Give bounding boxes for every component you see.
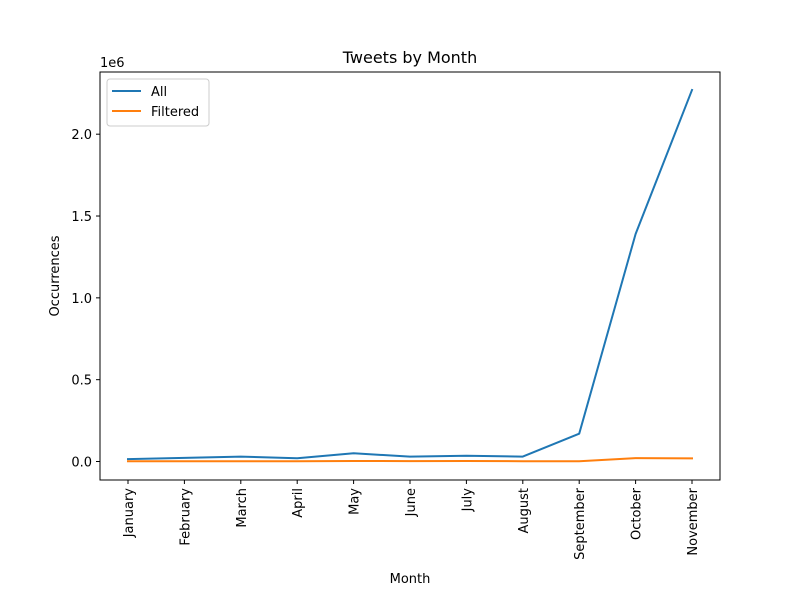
x-tick-label: October xyxy=(630,487,645,540)
x-tick-label: April xyxy=(291,488,306,518)
y-axis-label: Occurrences xyxy=(48,235,63,316)
chart-title: Tweets by Month xyxy=(342,48,477,67)
x-tick-label: January xyxy=(122,488,137,539)
y-tick-label: 0.5 xyxy=(71,374,92,389)
series-line-all xyxy=(126,88,694,461)
legend-label-filtered: Filtered xyxy=(151,105,199,120)
series-lines xyxy=(126,88,694,463)
y-tick-label: 1.5 xyxy=(71,210,92,225)
y-axis-ticks: 0.0 0.5 1.0 1.5 2.0 xyxy=(71,128,100,471)
x-tick-label: May xyxy=(348,488,363,515)
x-tick-label: November xyxy=(686,487,701,555)
x-tick-label: June xyxy=(404,488,419,517)
legend: All Filtered xyxy=(106,78,210,127)
x-tick-label: July xyxy=(460,488,475,513)
x-tick-label: August xyxy=(517,488,532,534)
y-tick-label: 0.0 xyxy=(71,456,92,471)
x-axis-ticks: January February March April May June July Augu… xyxy=(122,480,701,560)
series-line-filtered xyxy=(127,457,694,463)
x-tick-label: February xyxy=(178,488,193,546)
legend-label-all: All xyxy=(151,85,167,100)
y-tick-label: 1.0 xyxy=(71,292,92,307)
y-offset-label: 1e6 xyxy=(100,56,125,71)
y-tick-label: 2.0 xyxy=(71,128,92,143)
x-tick-label: March xyxy=(235,488,250,528)
x-tick-label: September xyxy=(573,487,588,560)
x-axis-label: Month xyxy=(390,572,431,587)
